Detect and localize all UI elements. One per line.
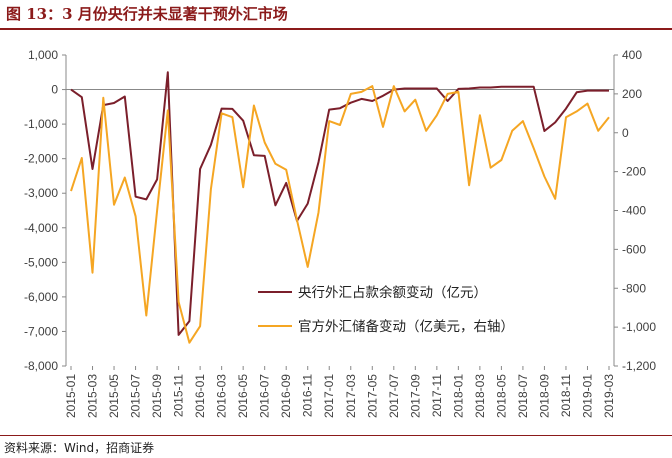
source-note: 资料来源：Wind，招商证券 [4, 441, 155, 455]
legend-label-pboc: 央行外汇占款余额变动（亿元） [298, 284, 487, 301]
left-tick-label: -3,000 [24, 186, 58, 200]
x-tick-label: 2016-01 [193, 374, 207, 418]
left-tick-label: -8,000 [24, 359, 58, 373]
x-tick-label: 2018-03 [473, 374, 487, 418]
footer-rule [0, 435, 672, 436]
x-tick-label: 2016-03 [215, 374, 229, 418]
chart-legend: 央行外汇占款余额变动（亿元） 官方外汇储备变动（亿美元，右轴） [258, 284, 514, 335]
series-line-fx-reserves [70, 85, 610, 344]
x-tick-label: 2017-01 [322, 374, 336, 418]
x-tick-label: 2015-07 [129, 374, 143, 418]
x-tick-label: 2015-09 [150, 374, 164, 418]
x-tick-label: 2017-11 [430, 374, 444, 417]
chart-title: 图 13：3 月份央行并未显著干预外汇市场 [6, 5, 288, 23]
left-tick-label: 1,000 [28, 48, 58, 62]
left-tick-label: -7,000 [24, 324, 58, 338]
series-line-pboc-fx-holdings [70, 71, 609, 336]
chart-axes: 1,000 0 -1,000 -2,000 -3,000 -4,000 -5,000 -6,0… [24, 48, 656, 418]
x-tick-label: 2017-09 [408, 374, 422, 418]
right-tick-label: 200 [622, 87, 642, 101]
left-tick-label: -2,000 [24, 152, 58, 166]
right-tick-label: 0 [622, 126, 629, 140]
x-tick-label: 2019-03 [602, 374, 616, 418]
x-tick-label: 2018-01 [451, 374, 465, 418]
chart-series [70, 71, 610, 344]
right-tick-label: -600 [622, 242, 646, 256]
x-tick-label: 2016-07 [258, 374, 272, 418]
x-tick-label: 2015-11 [172, 374, 186, 417]
x-tick-label: 2019-01 [580, 374, 594, 418]
x-tick-label: 2015-05 [107, 374, 121, 418]
x-tick-label: 2016-05 [236, 374, 250, 418]
right-tick-label: -200 [622, 165, 646, 179]
right-tick-label: -1,200 [622, 359, 656, 373]
right-tick-label: -400 [622, 204, 646, 218]
right-tick-label: 400 [622, 48, 642, 62]
x-tick-label: 2018-11 [559, 374, 573, 417]
x-tick-label: 2018-09 [537, 374, 551, 418]
x-tick-label: 2015-03 [86, 374, 100, 418]
left-tick-label: 0 [51, 83, 58, 97]
x-tick-label: 2015-01 [64, 374, 78, 418]
x-tick-label: 2016-09 [279, 374, 293, 418]
left-tick-label: -4,000 [24, 221, 58, 235]
x-tick-label: 2017-03 [344, 374, 358, 418]
x-tick-label: 2017-07 [387, 374, 401, 418]
legend-label-reserves: 官方外汇储备变动（亿美元，右轴） [298, 318, 514, 335]
header-rule [0, 28, 672, 30]
right-tick-label: -1,000 [622, 320, 656, 334]
left-tick-label: -5,000 [24, 255, 58, 269]
x-tick-label: 2016-11 [301, 374, 315, 417]
x-tick-label: 2018-07 [516, 374, 530, 418]
right-tick-label: -800 [622, 281, 646, 295]
left-tick-label: -1,000 [24, 117, 58, 131]
dual-axis-line-chart: 1,000 0 -1,000 -2,000 -3,000 -4,000 -5,000 -6,0… [24, 48, 656, 418]
x-tick-label: 2017-05 [365, 374, 379, 418]
left-tick-label: -6,000 [24, 290, 58, 304]
x-tick-label: 2018-05 [494, 374, 508, 418]
